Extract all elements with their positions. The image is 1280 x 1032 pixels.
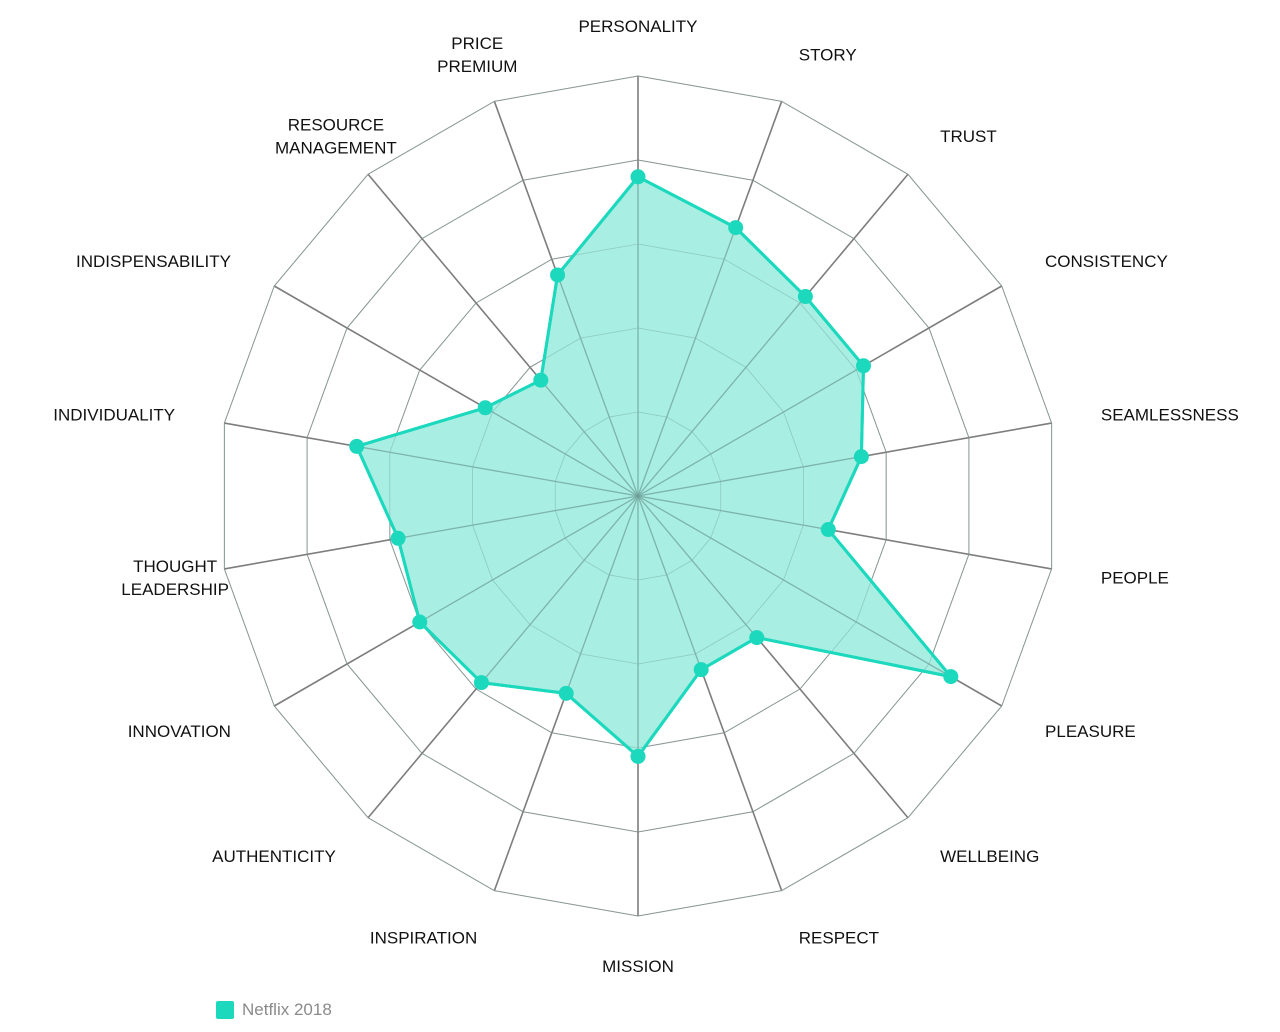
grid-ring-overlay [389,243,887,749]
legend-swatch [216,1001,234,1019]
axis-spoke-overlay [637,495,758,638]
axis-label-mission: MISSION [602,957,674,976]
grid-ring-overlay [472,327,804,665]
axis-spoke-overlay [356,445,639,497]
series-area [355,175,953,758]
legend-label: Netflix 2018 [242,1000,332,1019]
data-point-mission [630,748,646,764]
axis-label-inspiration: INSPIRATION [370,929,477,948]
data-point-wellbeing [749,630,765,646]
axis-label-respect: RESPECT [799,929,879,948]
axis-spoke-overlay [540,379,639,497]
axis-label-consistency: CONSISTENCY [1045,252,1168,271]
data-point-story [728,220,744,236]
axis-label-wellbeing: WELLBEING [940,847,1039,866]
axis-spoke-overlay [637,456,862,497]
axis-spoke-overlay [637,495,829,531]
data-point-consistency [856,358,872,374]
axis-label-personality: PERSONALITY [578,17,697,36]
axis-label-people: PEOPLE [1101,569,1169,588]
grid-ring-overlay [554,411,722,581]
axis-spoke-overlay [556,274,639,497]
legend: Netflix 2018 [216,1000,332,1020]
axis-label-indispensability: INDISPENSABILITY [76,252,231,271]
axis-spoke-overlay [419,495,639,623]
axis-label-innovation: INNOVATION [128,722,231,741]
data-point-trust [797,289,813,305]
axis-label-individuality: INDIVIDUALITY [53,405,175,424]
axis-spoke-overlay [637,495,702,670]
data-point-resource-management [533,372,549,388]
axis-label-trust: TRUST [940,127,997,146]
axis-label-seamlessness: SEAMLESSNESS [1101,405,1239,424]
axis-label-pleasure: PLEASURE [1045,722,1136,741]
axis-spoke-overlay [637,296,806,497]
data-point-respect [693,662,709,678]
axis-spoke-overlay [480,495,639,683]
axis-spoke-overlay [637,365,864,497]
data-point-personality [630,169,646,185]
data-point-people [820,522,836,538]
axis-spoke-overlay [565,495,639,694]
data-point-individuality [349,438,365,454]
axis-spoke-overlay [397,495,639,539]
data-point-indispensability [477,400,493,416]
axis-label-thought-leadership: THOUGHT LEADERSHIP [121,557,229,599]
data-point-innovation [412,614,428,630]
axis-spoke-overlay [484,407,639,497]
axis-spoke-overlay [637,227,737,497]
axis-spoke-overlay [637,495,952,678]
data-point-thought-leadership [390,530,406,546]
data-point-inspiration [558,685,574,701]
data-point-price-premium [550,267,566,283]
axis-label-price-premium: PRICE PREMIUM [437,34,517,76]
grid-ring-overlay [306,159,970,833]
axis-label-authenticity: AUTHENTICITY [212,847,336,866]
data-point-pleasure [943,669,959,685]
data-point-authenticity [473,675,489,691]
data-point-seamlessness [853,449,869,465]
radar-chart-svg: PERSONALITY STORY TRUST CONSISTENCY SEAMLESS… [53,17,1239,976]
grid-ring-overlay [223,75,1053,917]
axis-label-resource-management: RESOURCE MANAGEMENT [275,115,397,157]
axis-label-story: STORY [799,45,857,64]
